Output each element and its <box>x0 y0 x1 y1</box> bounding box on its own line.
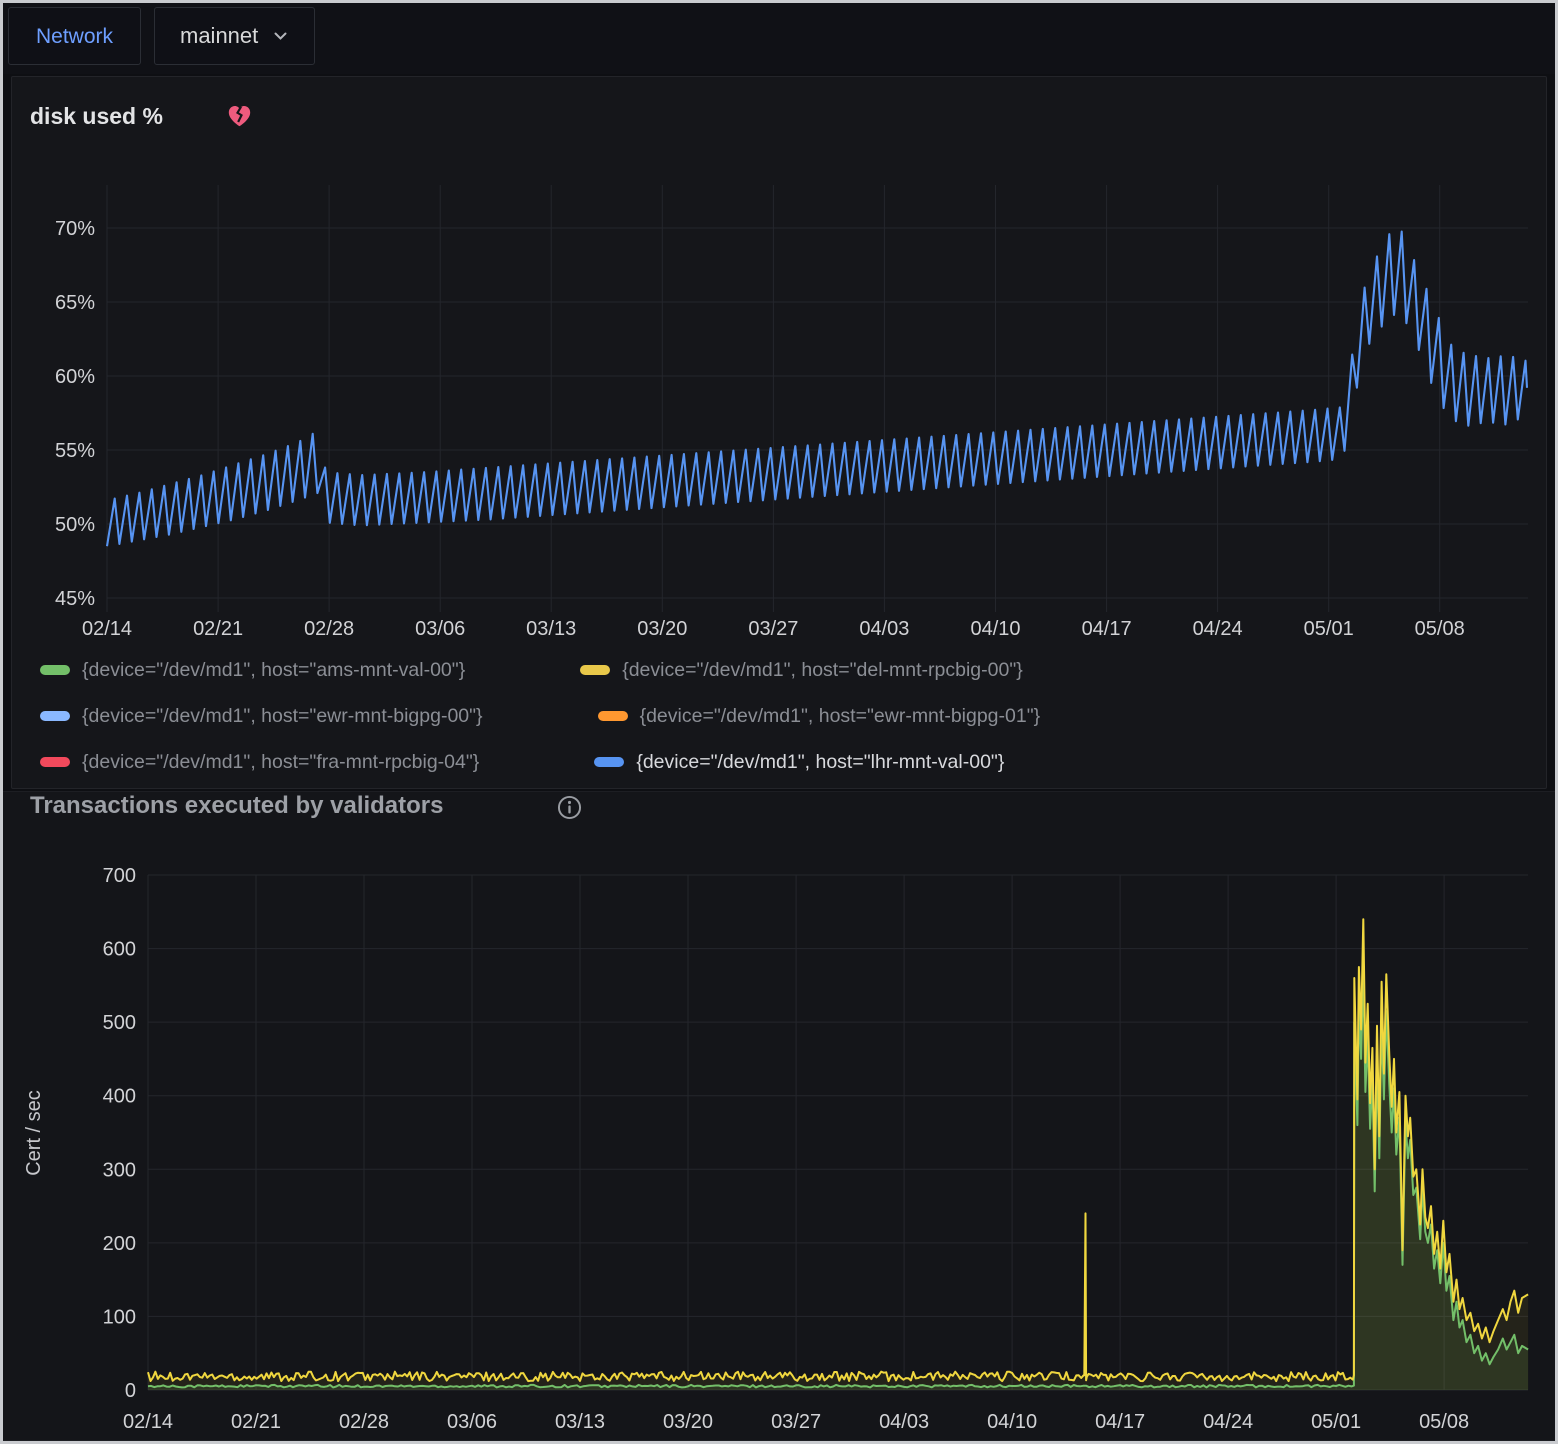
y-tick-label: 70% <box>55 218 95 240</box>
x-tick-label: 03/27 <box>771 1411 821 1433</box>
disk-used-legend: {device="/dev/md1", host="ams-mnt-val-00… <box>40 652 1040 780</box>
x-tick-label: 05/08 <box>1419 1411 1469 1433</box>
x-tick-label: 02/14 <box>123 1411 173 1433</box>
x-tick-label: 04/24 <box>1203 1411 1253 1433</box>
x-tick-label: 04/10 <box>987 1411 1037 1433</box>
legend-swatch <box>580 665 611 675</box>
y-tick-label: 300 <box>103 1159 136 1181</box>
broken-heart-icon <box>226 103 253 133</box>
y-tick-label: 500 <box>103 1012 136 1034</box>
transactions-chart-plot[interactable]: 0 100 200 300 400 500 600 700 02/14 02/21 02/28 03/… <box>0 850 1558 1444</box>
x-tick-label: 03/06 <box>447 1411 497 1433</box>
legend-row: {device="/dev/md1", host="fra-mnt-rpcbig… <box>40 744 1040 780</box>
y-tick-label: 50% <box>55 514 95 536</box>
panel-title-transactions[interactable]: Transactions executed by validators <box>30 792 444 819</box>
chevron-down-icon <box>274 32 287 40</box>
x-tick-label: 05/08 <box>1415 618 1465 640</box>
x-tick-label: 02/28 <box>339 1411 389 1433</box>
network-variable-value: mainnet <box>180 23 259 48</box>
legend-item[interactable]: {device="/dev/md1", host="ams-mnt-val-00… <box>40 652 465 688</box>
legend-swatch <box>40 711 70 721</box>
y-tick-label: 55% <box>55 440 95 462</box>
legend-swatch <box>597 711 628 721</box>
y-tick-label: 60% <box>55 366 95 388</box>
legend-label: {device="/dev/md1", host="fra-mnt-rpcbig… <box>82 750 480 773</box>
y-tick-label: 65% <box>55 292 95 314</box>
x-tick-label: 02/28 <box>304 618 354 640</box>
legend-label: {device="/dev/md1", host="ewr-mnt-bigpg-… <box>639 704 1041 727</box>
y-axis-title: Cert / sec <box>23 1090 45 1176</box>
y-tick-label: 700 <box>103 865 136 887</box>
network-variable-dropdown[interactable]: mainnet <box>154 7 316 65</box>
legend-row: {device="/dev/md1", host="ewr-mnt-bigpg-… <box>40 698 1040 734</box>
panel-transactions <box>0 791 1558 1441</box>
legend-swatch <box>40 757 70 767</box>
variables-bar: Network mainnet <box>0 0 1558 74</box>
axis-labels: 45% 50% 55% 60% 65% 70% 02/14 02/21 02/28 03/06 03… <box>55 218 1465 640</box>
x-tick-label: 03/27 <box>748 618 798 640</box>
legend-label: {device="/dev/md1", host="lhr-mnt-val-00… <box>636 750 1005 773</box>
legend-row: {device="/dev/md1", host="ams-mnt-val-00… <box>40 652 1040 688</box>
series-area-green <box>148 967 1529 1390</box>
x-tick-label: 02/14 <box>82 618 132 640</box>
y-tick-label: 400 <box>103 1086 136 1108</box>
legend-item[interactable]: {device="/dev/md1", host="ewr-mnt-bigpg-… <box>597 698 1041 734</box>
series-area-yellow <box>148 919 1529 1390</box>
x-tick-label: 03/13 <box>526 618 576 640</box>
grid <box>147 874 1528 1391</box>
y-tick-label: 600 <box>103 939 136 961</box>
x-tick-label: 04/17 <box>1095 1411 1145 1433</box>
x-tick-label: 04/03 <box>879 1411 929 1433</box>
x-tick-label: 04/24 <box>1193 618 1243 640</box>
x-tick-label: 04/03 <box>859 618 909 640</box>
series-line-yellow <box>147 918 1529 1383</box>
legend-swatch <box>40 665 70 675</box>
x-tick-label: 03/13 <box>555 1411 605 1433</box>
x-tick-label: 04/10 <box>970 618 1020 640</box>
panel-disk-used <box>11 76 1547 789</box>
axis-labels: 0 100 200 300 400 500 600 700 02/14 02/21 02/28 03/… <box>103 865 1470 1433</box>
disk-used-series-line <box>105 230 1529 547</box>
x-tick-label: 05/01 <box>1304 618 1354 640</box>
legend-item[interactable]: {device="/dev/md1", host="del-mnt-rpcbig… <box>580 652 1023 688</box>
network-variable-label: Network <box>8 7 142 65</box>
legend-swatch <box>594 757 625 767</box>
x-tick-label: 03/20 <box>663 1411 713 1433</box>
disk-used-chart-plot[interactable]: 45% 50% 55% 60% 65% 70% 02/14 02/21 02/28 03/06 03… <box>0 80 1558 650</box>
panel-title-disk-used[interactable]: disk used % <box>30 103 163 129</box>
y-tick-label: 0 <box>125 1380 136 1402</box>
x-tick-label: 02/21 <box>231 1411 281 1433</box>
x-tick-label: 02/21 <box>193 618 243 640</box>
y-tick-label: 100 <box>103 1306 136 1328</box>
y-tick-label: 200 <box>103 1233 136 1255</box>
legend-item[interactable]: {device="/dev/md1", host="fra-mnt-rpcbig… <box>40 744 479 780</box>
x-tick-label: 03/20 <box>637 618 687 640</box>
legend-item[interactable]: {device="/dev/md1", host="lhr-mnt-val-00… <box>594 744 1004 780</box>
y-tick-label: 45% <box>55 588 95 610</box>
x-tick-label: 05/01 <box>1311 1411 1361 1433</box>
x-tick-label: 04/17 <box>1082 618 1132 640</box>
series-line-green <box>147 966 1529 1389</box>
legend-label: {device="/dev/md1", host="ewr-mnt-bigpg-… <box>82 704 483 727</box>
x-tick-label: 03/06 <box>415 618 465 640</box>
info-icon[interactable] <box>556 794 583 826</box>
grid <box>106 185 1528 612</box>
legend-label: {device="/dev/md1", host="del-mnt-rpcbig… <box>622 658 1023 681</box>
legend-label: {device="/dev/md1", host="ams-mnt-val-00… <box>82 658 466 681</box>
legend-item[interactable]: {device="/dev/md1", host="ewr-mnt-bigpg-… <box>40 698 483 734</box>
